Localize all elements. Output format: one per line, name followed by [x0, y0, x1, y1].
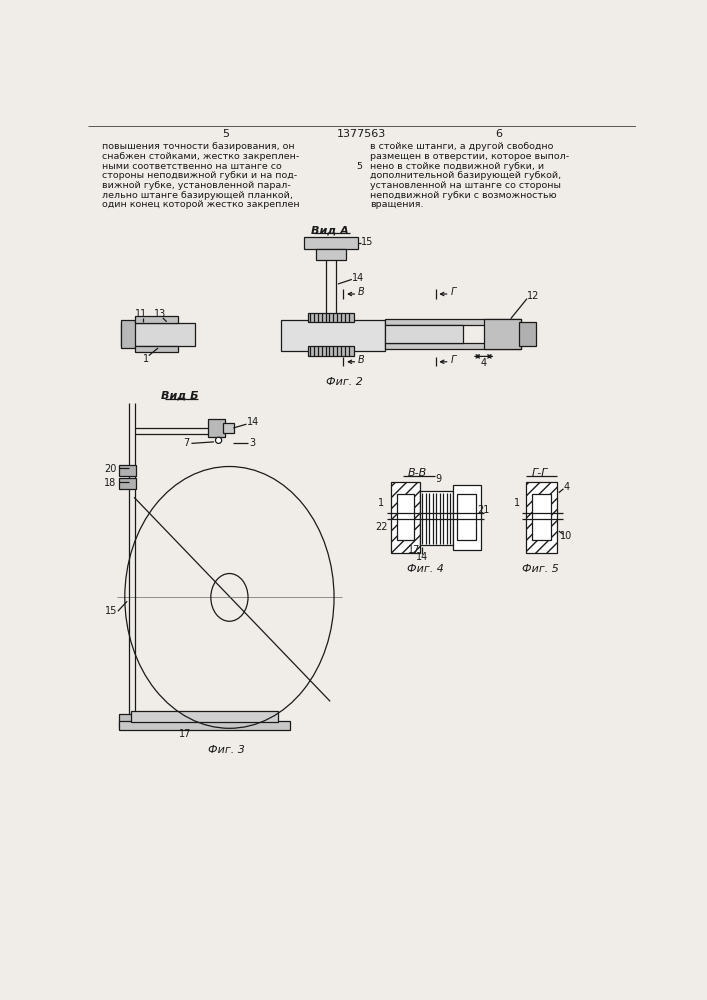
Bar: [385, 325, 462, 343]
Text: 14: 14: [352, 273, 364, 283]
Text: ными соответственно на штанге со: ными соответственно на штанге со: [103, 162, 282, 171]
Bar: [308, 346, 354, 356]
Bar: [518, 322, 535, 346]
Text: 22: 22: [375, 522, 387, 532]
Bar: [121, 323, 194, 346]
Text: размещен в отверстии, которое выпол-: размещен в отверстии, которое выпол-: [370, 152, 569, 161]
Text: 5: 5: [356, 162, 363, 171]
Text: в стойке штанги, а другой свободно: в стойке штанги, а другой свободно: [370, 142, 553, 151]
Text: неподвижной губки с возможностью: неподвижной губки с возможностью: [370, 191, 556, 200]
Text: 18: 18: [104, 478, 116, 488]
Circle shape: [216, 437, 222, 443]
Bar: [452, 485, 481, 550]
Text: снабжен стойками, жестко закреплен-: снабжен стойками, жестко закреплен-: [103, 152, 300, 161]
Text: В-В: В-В: [408, 468, 427, 478]
Bar: [131, 711, 279, 722]
Text: Г-Г: Г-Г: [532, 468, 549, 478]
Bar: [135, 346, 177, 352]
Text: лельно штанге базирующей планкой,: лельно штанге базирующей планкой,: [103, 191, 293, 200]
Text: 17: 17: [408, 545, 420, 555]
Bar: [385, 319, 521, 325]
Bar: [526, 482, 557, 553]
Text: повышения точности базирования, он: повышения точности базирования, он: [103, 142, 295, 151]
Text: 5: 5: [222, 129, 229, 139]
Text: вижной губке, установленной парал-: вижной губке, установленной парал-: [103, 181, 291, 190]
Bar: [304, 237, 358, 249]
Bar: [397, 494, 414, 540]
Text: 3: 3: [250, 438, 256, 448]
Text: 14: 14: [416, 552, 428, 562]
Bar: [121, 320, 135, 348]
Text: 4: 4: [481, 358, 486, 368]
Text: 13: 13: [154, 309, 167, 319]
Text: 12: 12: [527, 291, 539, 301]
Text: один конец которой жестко закреплен: один конец которой жестко закреплен: [103, 200, 300, 209]
Bar: [119, 478, 136, 489]
Text: 20: 20: [104, 464, 116, 474]
Bar: [391, 482, 420, 553]
Text: 14: 14: [247, 417, 259, 427]
Text: Г: Г: [451, 355, 456, 365]
Text: Вид А: Вид А: [311, 225, 349, 235]
Text: стороны неподвижной губки и на под-: стороны неподвижной губки и на под-: [103, 171, 298, 180]
Bar: [281, 320, 385, 351]
Text: дополнительной базирующей губкой,: дополнительной базирующей губкой,: [370, 171, 561, 180]
Bar: [308, 312, 354, 322]
Text: 1: 1: [378, 498, 385, 508]
Text: Г: Г: [451, 287, 456, 297]
Text: 17: 17: [179, 729, 192, 739]
Bar: [119, 714, 151, 728]
Text: 7: 7: [184, 438, 190, 448]
Text: 10: 10: [561, 531, 573, 541]
Text: 21: 21: [477, 505, 490, 515]
Text: 9: 9: [436, 474, 442, 484]
Bar: [532, 494, 551, 540]
Text: 1: 1: [514, 498, 520, 508]
Text: Фиг. 5: Фиг. 5: [522, 564, 559, 574]
Text: 15: 15: [105, 606, 118, 616]
Text: 1: 1: [144, 354, 150, 364]
Text: В: В: [358, 287, 365, 297]
Bar: [119, 465, 136, 476]
Bar: [208, 419, 225, 437]
Text: 15: 15: [361, 237, 373, 247]
Text: Вид Б: Вид Б: [161, 391, 199, 401]
Text: 11: 11: [135, 309, 147, 319]
Text: нено в стойке подвижной губки, и: нено в стойке подвижной губки, и: [370, 162, 544, 171]
Bar: [223, 423, 234, 433]
Text: Фиг. 2: Фиг. 2: [326, 377, 363, 387]
Bar: [385, 343, 521, 349]
Text: Фиг. 3: Фиг. 3: [208, 745, 245, 755]
Text: В: В: [358, 355, 365, 365]
Text: 4: 4: [563, 482, 570, 492]
Text: 1377563: 1377563: [337, 129, 387, 139]
Text: 6: 6: [496, 129, 503, 139]
Text: установленной на штанге со стороны: установленной на штанге со стороны: [370, 181, 561, 190]
Bar: [420, 491, 452, 545]
Bar: [457, 494, 476, 540]
Bar: [135, 316, 177, 323]
Bar: [316, 249, 346, 260]
Bar: [119, 721, 290, 730]
Text: вращения.: вращения.: [370, 200, 423, 209]
Text: Фиг. 4: Фиг. 4: [407, 564, 444, 574]
Bar: [484, 319, 521, 349]
